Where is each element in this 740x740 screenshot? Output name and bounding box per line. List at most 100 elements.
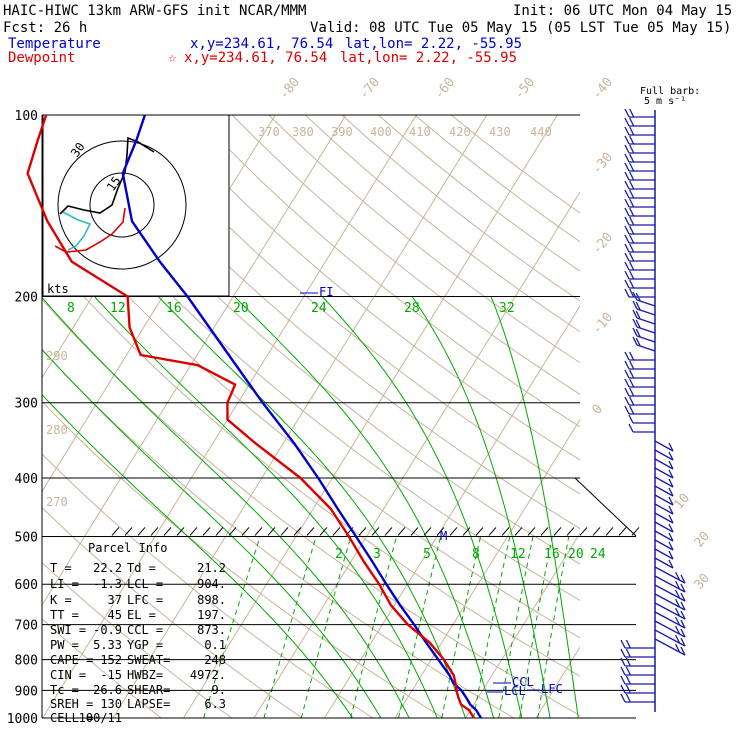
wind-barb-staff bbox=[654, 476, 674, 488]
moist-adiabat-label: 24 bbox=[311, 301, 327, 316]
dry-adiabat-line bbox=[42, 151, 580, 602]
isotherm-line bbox=[42, 115, 417, 718]
wind-barb-flag bbox=[675, 580, 681, 590]
parcel-info-cell: 152 bbox=[100, 653, 122, 667]
wind-barb-flag bbox=[625, 639, 631, 649]
wind-barb-flag bbox=[668, 478, 674, 488]
moist-adiabat-label: 16 bbox=[166, 301, 182, 316]
wind-barb-flag bbox=[675, 598, 681, 608]
hatch-mark bbox=[540, 527, 549, 536]
isotherm-label: -70 bbox=[357, 75, 384, 103]
wind-barb-flag bbox=[624, 198, 630, 208]
wind-barb-flag bbox=[668, 451, 674, 461]
theta-label-left: 290 bbox=[46, 349, 68, 363]
hodograph-frame bbox=[42, 114, 230, 297]
wind-barb-flag bbox=[629, 279, 635, 289]
moist-adiabat-label: 8 bbox=[67, 301, 75, 316]
wind-barb-flag bbox=[629, 288, 635, 298]
wind-barb-flag bbox=[624, 279, 630, 289]
pressure-label-400: 400 bbox=[15, 472, 38, 487]
wind-barb-flag bbox=[624, 252, 630, 262]
wind-barb-flag bbox=[625, 657, 631, 667]
wind-barb-staff bbox=[654, 521, 674, 533]
isotherm-label: -10 bbox=[590, 310, 617, 338]
parcel-info-cell: CIN = bbox=[50, 668, 86, 682]
hatch-mark bbox=[475, 527, 484, 536]
hatch-mark bbox=[449, 527, 458, 536]
parcel-info-cell: 0.1 bbox=[204, 638, 226, 652]
dry-adiabat-line bbox=[42, 561, 233, 718]
dry-adiabat-line bbox=[42, 453, 374, 718]
wind-barb-staff bbox=[654, 575, 686, 593]
wind-barb-flag bbox=[625, 675, 631, 685]
wind-barb-flag bbox=[624, 405, 630, 415]
wind-barb-flag bbox=[668, 532, 674, 542]
wind-barb-flag bbox=[629, 171, 635, 181]
wind-barb-flag bbox=[635, 301, 641, 311]
pressure-label-700: 700 bbox=[15, 619, 38, 634]
wind-barb-flag bbox=[628, 414, 634, 424]
wind-barb-flag bbox=[620, 666, 626, 676]
wind-barb-staff bbox=[654, 512, 674, 524]
mixing-ratio-line bbox=[398, 536, 442, 718]
wind-barb-flag bbox=[675, 625, 681, 635]
dewpoint-trace bbox=[26, 114, 475, 719]
wind-barb-flag bbox=[624, 234, 630, 244]
wind-barb-flag bbox=[629, 198, 635, 208]
wind-barb-column: Full barb: 5 m s⁻¹ bbox=[620, 86, 700, 712]
hatch-mark bbox=[384, 527, 393, 536]
hatch-mark bbox=[202, 527, 211, 536]
theta-label: 430 bbox=[489, 125, 511, 139]
hatch-mark bbox=[189, 527, 198, 536]
header-valid: Valid: 08 UTC Tue 05 May 15 (05 LST Tue … bbox=[310, 20, 731, 36]
isotherm-label: 0 bbox=[590, 402, 607, 418]
parcel-info-cell: -1.3 bbox=[93, 577, 122, 591]
wind-barb-flag bbox=[624, 288, 630, 298]
wind-barb-staff bbox=[654, 557, 674, 569]
hatch-mark bbox=[358, 527, 367, 536]
hodograph-trace-upper bbox=[59, 136, 155, 215]
mixing-ratio-line bbox=[519, 536, 553, 718]
hatch-mark bbox=[410, 527, 419, 536]
wind-barb-flag bbox=[620, 675, 626, 685]
pressure-label-800: 800 bbox=[15, 654, 38, 669]
hatch-mark bbox=[306, 527, 315, 536]
hodograph-ring-outer bbox=[57, 140, 187, 270]
isotherm-label: -50 bbox=[512, 75, 539, 103]
hatch-mark bbox=[293, 527, 302, 536]
pressure-label-200: 200 bbox=[15, 291, 38, 306]
wind-barb-staff bbox=[654, 620, 686, 638]
wind-barb-flag bbox=[620, 648, 626, 658]
hatch-mark bbox=[605, 527, 614, 536]
isotherm-line bbox=[394, 418, 580, 718]
hatch-mark bbox=[319, 527, 328, 536]
wind-barb-flag bbox=[668, 496, 674, 506]
legend-dewpoint-label: Dewpoint bbox=[8, 50, 75, 66]
isotherm-line bbox=[465, 532, 580, 718]
wind-barb-flag bbox=[629, 405, 635, 415]
wind-barb-flag bbox=[629, 387, 635, 397]
dry-adiabat-line bbox=[42, 506, 303, 718]
wind-barb-flag bbox=[625, 648, 631, 658]
hatch-mark bbox=[137, 527, 146, 536]
isotherm-line bbox=[112, 115, 488, 718]
pressure-label-300: 300 bbox=[15, 397, 38, 412]
mixing-ratio-label: 12 bbox=[510, 547, 526, 562]
hatch-mark bbox=[163, 527, 172, 536]
hatch-mark bbox=[397, 527, 406, 536]
wind-barb-flag bbox=[624, 207, 630, 217]
wind-barb-flag bbox=[629, 261, 635, 271]
wind-barb-flag bbox=[624, 243, 630, 253]
parcel-info-cell: LFC = bbox=[127, 593, 163, 607]
hatch-mark bbox=[124, 527, 133, 536]
legend-temperature-label: Temperature bbox=[8, 36, 101, 52]
wind-barb-flag bbox=[624, 162, 630, 172]
hatch-mark bbox=[436, 527, 445, 536]
wind-barb-flag bbox=[632, 300, 638, 310]
wind-barb-flag bbox=[629, 162, 635, 172]
wind-barb-flag bbox=[624, 180, 630, 190]
parcel-info-cell: 21.2 bbox=[197, 561, 226, 575]
hatch-mark bbox=[631, 527, 640, 536]
wind-barb-flag bbox=[624, 225, 630, 235]
isotherm-label: 10 bbox=[672, 491, 694, 513]
